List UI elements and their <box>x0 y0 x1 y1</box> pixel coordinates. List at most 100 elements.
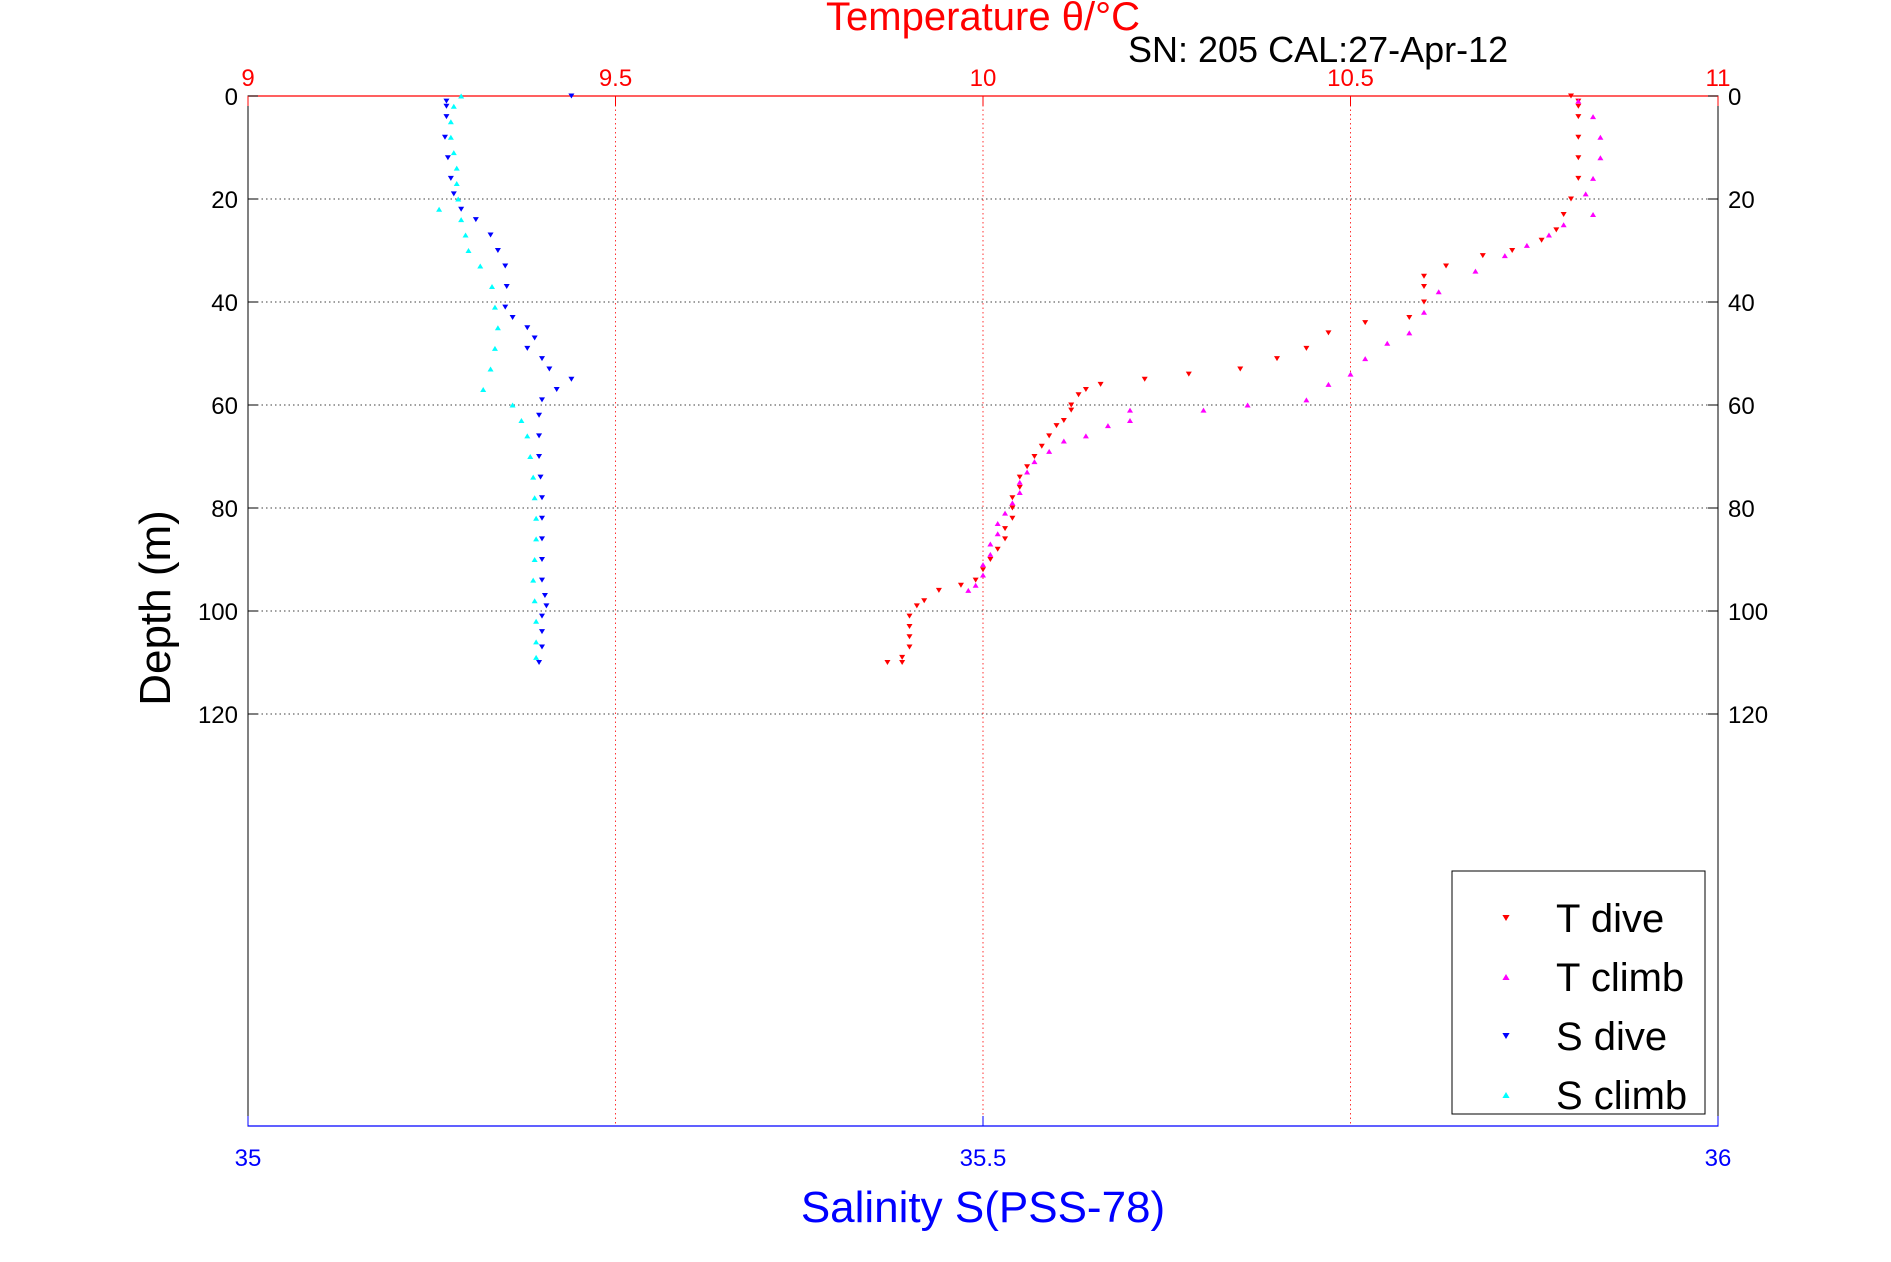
s-dive-point <box>543 603 550 609</box>
s-dive-point <box>502 304 509 310</box>
t-dive-point <box>1075 392 1082 398</box>
depth-tick-label-right: 120 <box>1728 702 1768 729</box>
t-dive-point <box>884 660 891 665</box>
t-dive-point <box>906 644 913 650</box>
t-climb-point <box>1009 500 1016 506</box>
temperature-tick-label: 11 <box>1706 65 1731 92</box>
s-climb-point <box>533 639 540 645</box>
t-dive-point <box>1141 376 1148 382</box>
t-dive-point <box>1068 407 1075 413</box>
t-climb-point <box>1127 407 1133 413</box>
t-dive-point <box>1016 474 1023 480</box>
s-dive-point <box>487 232 494 238</box>
s-climb-point <box>465 248 472 253</box>
t-dive-point <box>1568 196 1574 202</box>
t-climb-point <box>1303 397 1310 403</box>
s-climb-point <box>531 598 538 604</box>
t-dive-point <box>1053 423 1060 429</box>
s-climb-point <box>458 217 465 223</box>
t-dive-point <box>1575 114 1582 120</box>
data-points <box>436 93 1604 665</box>
s-climb-point <box>447 134 454 140</box>
t-climb-point <box>1244 402 1251 408</box>
s-dive-point <box>536 660 543 665</box>
s-dive-point <box>472 217 479 223</box>
t-dive-point <box>1443 263 1450 269</box>
t-climb-point <box>1545 232 1552 238</box>
t-climb-point <box>1016 490 1023 496</box>
depth-tick-label-left: 20 <box>211 187 238 214</box>
legend-label-s-climb: S climb <box>1556 1074 1687 1118</box>
legend-label-t-climb: T climb <box>1556 956 1684 1000</box>
t-dive-point <box>1009 515 1016 521</box>
t-climb-point <box>1016 479 1023 485</box>
s-dive-point <box>539 577 545 583</box>
depth-tick-label-left: 0 <box>225 84 238 111</box>
t-climb-point <box>1590 175 1597 181</box>
s-dive-point <box>441 134 448 140</box>
t-dive-point <box>1553 227 1560 233</box>
salinity-tick-label: 35 <box>235 1145 262 1172</box>
salinity-tick-label: 35.5 <box>960 1145 1007 1172</box>
t-climb-point <box>1597 134 1604 140</box>
s-climb-point <box>531 495 538 501</box>
s-dive-point <box>450 191 457 197</box>
s-dive-point <box>447 175 454 181</box>
s-dive-point <box>443 103 450 109</box>
temperature-tick-label: 10.5 <box>1327 65 1374 92</box>
s-dive-point <box>503 284 510 290</box>
temperature-tick-label: 9.5 <box>599 65 632 92</box>
t-climb-point <box>1501 253 1508 259</box>
s-dive-point <box>536 433 543 439</box>
s-dive-point <box>553 387 560 393</box>
s-climb-point <box>489 284 496 290</box>
t-climb-point <box>987 551 994 557</box>
t-climb-point <box>1325 381 1332 387</box>
s-dive-point <box>536 412 543 418</box>
t-dive-point <box>1479 253 1486 259</box>
t-dive-point <box>972 577 979 583</box>
s-dive-point <box>539 644 545 650</box>
s-climb-point <box>533 515 540 521</box>
t-dive-point <box>987 557 994 562</box>
legend-box <box>1451 870 1706 1115</box>
t-dive-point <box>1016 484 1023 490</box>
t-climb-point <box>1347 371 1354 377</box>
t-dive-point <box>1509 248 1516 253</box>
s-dive-point <box>539 495 545 501</box>
t-dive-point <box>1082 387 1089 393</box>
t-dive-point <box>1421 284 1427 290</box>
t-dive-point <box>1031 454 1038 459</box>
chart-subtitle: SN: 205 CAL:27-Apr-12 <box>1128 29 1508 70</box>
s-climb-point <box>530 474 537 480</box>
s-climb-point <box>447 119 454 125</box>
s-climb-point <box>530 577 537 583</box>
t-dive-point <box>1421 299 1427 305</box>
t-dive-point <box>1002 526 1009 532</box>
temperature-tick-label: 9 <box>241 65 254 92</box>
t-dive-point <box>1560 211 1567 217</box>
legend: T dive T climb S dive S climb <box>1451 870 1706 1118</box>
s-dive-point <box>509 314 516 320</box>
s-dive-point <box>537 474 544 480</box>
s-climb-point <box>491 304 498 310</box>
t-dive-point <box>1185 371 1192 377</box>
t-dive-point <box>906 613 913 619</box>
t-climb-point <box>1024 469 1031 475</box>
s-dive-point <box>443 114 450 120</box>
s-dive-point <box>539 613 545 619</box>
t-climb-point <box>1046 448 1053 454</box>
s-dive-point <box>539 356 545 362</box>
s-climb-point <box>524 433 531 439</box>
t-dive-point <box>1568 93 1574 99</box>
t-dive-point <box>1575 134 1582 140</box>
t-dive-point <box>1575 155 1582 161</box>
t-climb-point <box>1575 98 1582 104</box>
s-climb-point <box>491 345 498 351</box>
depth-tick-label-right: 100 <box>1728 599 1768 626</box>
s-climb-point <box>487 366 494 372</box>
t-dive-point <box>1038 443 1045 449</box>
t-climb-point <box>1560 222 1567 228</box>
t-climb-point <box>1031 459 1038 465</box>
